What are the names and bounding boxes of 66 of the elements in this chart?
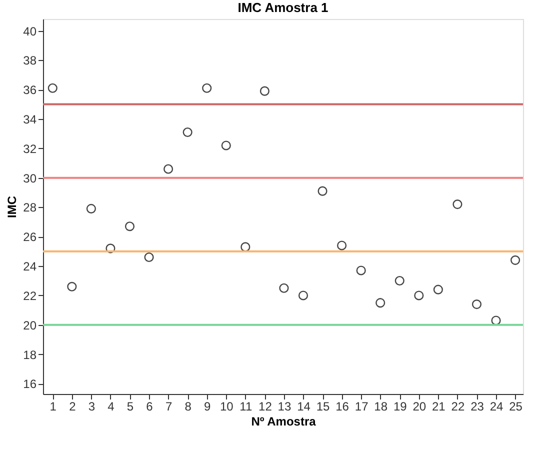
y-tick-label: 26 xyxy=(23,230,37,244)
point xyxy=(414,290,424,300)
point xyxy=(472,300,482,310)
point xyxy=(279,283,289,293)
point xyxy=(356,266,366,276)
y-tick-label: 22 xyxy=(23,288,37,303)
point xyxy=(452,200,462,210)
y-tick-label: 28 xyxy=(23,200,37,215)
point xyxy=(67,282,77,292)
x-tick-label: 15 xyxy=(316,400,330,414)
y-tick-label: 30 xyxy=(23,171,37,186)
x-tick-label: 7 xyxy=(165,400,172,414)
y-tick-label: 20 xyxy=(23,318,37,332)
y-axis-title: IMC xyxy=(5,196,20,218)
x-tick-label: 6 xyxy=(146,400,154,414)
point xyxy=(337,240,347,250)
point xyxy=(106,244,116,254)
point xyxy=(240,242,250,252)
x-tick-label: 8 xyxy=(184,400,192,414)
x-tick-label: 17 xyxy=(354,400,369,414)
point xyxy=(144,252,154,262)
point xyxy=(221,140,231,150)
x-tick-label: 19 xyxy=(393,400,408,414)
point xyxy=(124,222,135,232)
x-tick-label: 21 xyxy=(432,400,446,414)
point xyxy=(86,204,96,214)
y-tick-label: 34 xyxy=(23,112,37,126)
x-tick-label: 25 xyxy=(509,400,523,414)
y-tick-label: 32 xyxy=(23,142,37,156)
point xyxy=(298,290,308,300)
point xyxy=(318,186,328,196)
x-tick-label: 18 xyxy=(374,400,388,414)
chart-title: IMC Amostra 1 xyxy=(238,0,328,15)
x-axis-title: Nº Amostra xyxy=(251,414,316,428)
x-tick-label: 13 xyxy=(278,400,292,414)
point xyxy=(491,316,501,326)
x-tick-label: 3 xyxy=(88,400,96,414)
y-tick-label: 16 xyxy=(23,377,37,392)
x-tick-label: 2 xyxy=(69,400,76,414)
point xyxy=(394,276,404,286)
x-tick-label: 9 xyxy=(204,400,212,414)
x-tick-label: 23 xyxy=(470,400,484,414)
x-tick-label: 10 xyxy=(220,400,234,414)
x-tick-label: 1 xyxy=(50,400,57,414)
point xyxy=(376,298,386,308)
point xyxy=(164,164,174,174)
x-tick-label: 4 xyxy=(108,400,115,414)
x-tick-label: 5 xyxy=(126,400,134,414)
x-tick-label: 20 xyxy=(412,400,426,414)
x-tick-label: 14 xyxy=(297,400,311,414)
point xyxy=(202,83,212,93)
x-tick-label: 22 xyxy=(451,400,465,414)
point xyxy=(182,127,192,138)
y-tick-label: 38 xyxy=(23,54,37,68)
x-tick-label: 24 xyxy=(490,400,504,414)
x-tick-label: 12 xyxy=(258,400,272,414)
x-tick-label: 11 xyxy=(240,400,252,414)
point xyxy=(48,83,58,93)
point xyxy=(260,86,270,96)
y-tick-label: 24 xyxy=(23,260,37,274)
point xyxy=(510,255,520,265)
x-tick-label: 16 xyxy=(336,400,350,414)
y-tick-label: 36 xyxy=(23,83,37,98)
y-tick-label: 18 xyxy=(23,348,37,362)
y-tick-label: 40 xyxy=(23,24,37,38)
point xyxy=(433,284,443,294)
